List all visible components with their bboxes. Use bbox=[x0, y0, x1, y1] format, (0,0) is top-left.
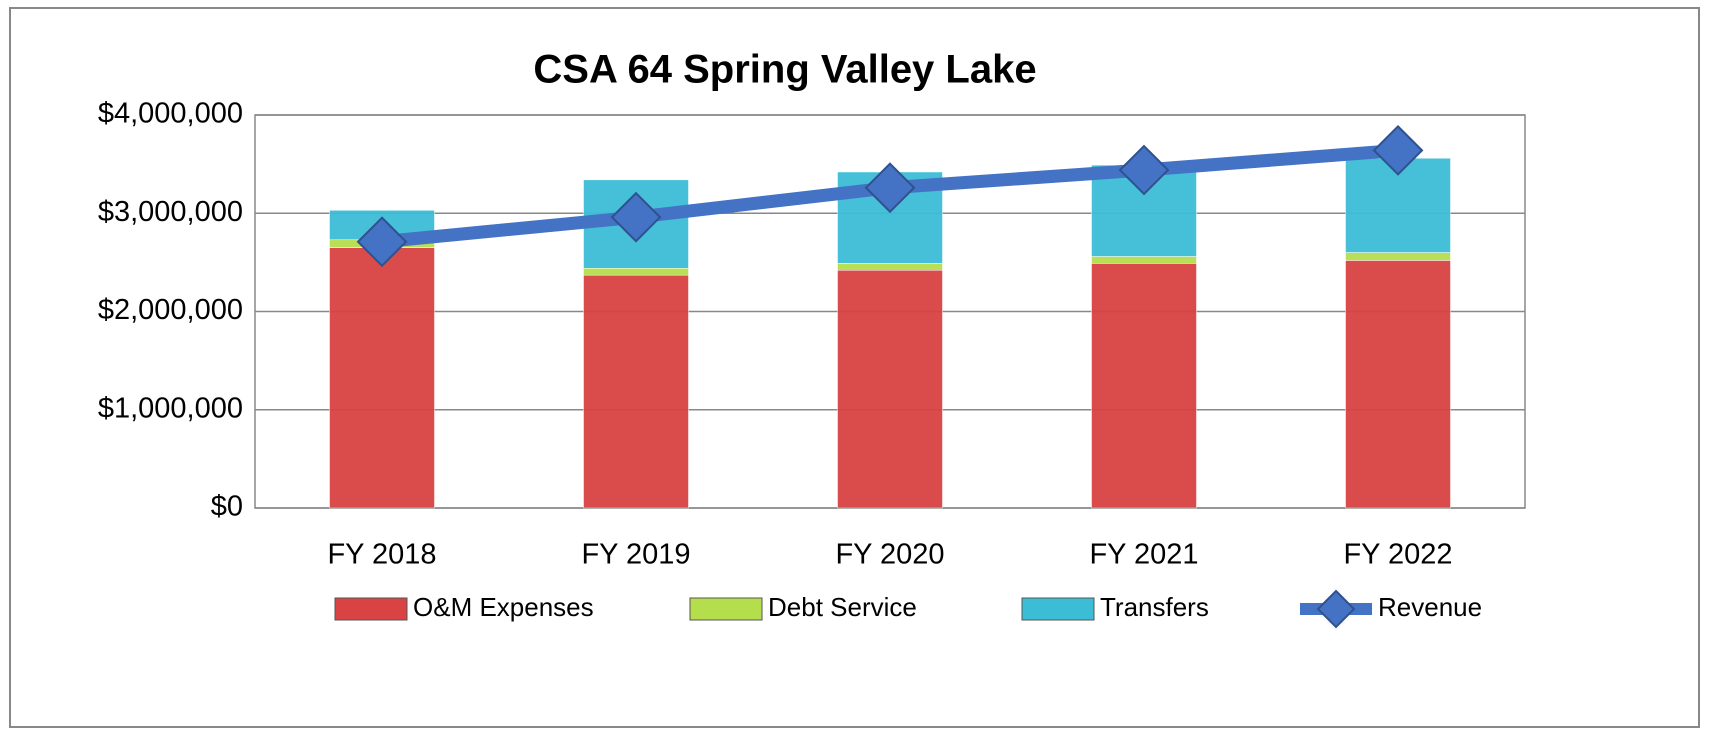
y-tick-label: $0 bbox=[211, 491, 243, 523]
x-tick-label: FY 2020 bbox=[835, 539, 944, 571]
legend-swatch bbox=[689, 597, 763, 621]
bar-segment bbox=[837, 269, 943, 509]
legend-swatch bbox=[1316, 589, 1356, 629]
y-tick-label: $3,000,000 bbox=[98, 196, 243, 228]
bar-segment bbox=[329, 247, 435, 509]
legend-label: O&M Expenses bbox=[413, 592, 594, 622]
line-marker bbox=[356, 216, 408, 268]
bar-segment bbox=[837, 263, 943, 271]
bar-segment bbox=[1345, 252, 1451, 261]
bar-segment bbox=[1345, 260, 1451, 509]
bar-segment bbox=[583, 274, 689, 509]
bar-segment bbox=[1091, 263, 1197, 509]
bar-segment bbox=[583, 268, 689, 276]
legend-label: Transfers bbox=[1100, 592, 1209, 622]
legend-swatch bbox=[1021, 597, 1095, 621]
x-tick-label: FY 2021 bbox=[1089, 539, 1198, 571]
legend-swatch bbox=[334, 597, 408, 621]
x-tick-label: FY 2022 bbox=[1343, 539, 1452, 571]
line-marker bbox=[1372, 124, 1424, 176]
bar-segment bbox=[1091, 256, 1197, 264]
y-tick-label: $1,000,000 bbox=[98, 392, 243, 424]
line-marker bbox=[864, 162, 916, 214]
legend-label: Debt Service bbox=[768, 592, 917, 622]
line-marker bbox=[1118, 144, 1170, 196]
y-tick-label: $4,000,000 bbox=[98, 98, 243, 130]
y-tick-label: $2,000,000 bbox=[98, 294, 243, 326]
line-marker bbox=[610, 191, 662, 243]
x-tick-label: FY 2019 bbox=[581, 539, 690, 571]
chart-title: CSA 64 Spring Valley Lake bbox=[533, 48, 1036, 92]
x-tick-label: FY 2018 bbox=[327, 539, 436, 571]
legend-label: Revenue bbox=[1378, 592, 1482, 622]
